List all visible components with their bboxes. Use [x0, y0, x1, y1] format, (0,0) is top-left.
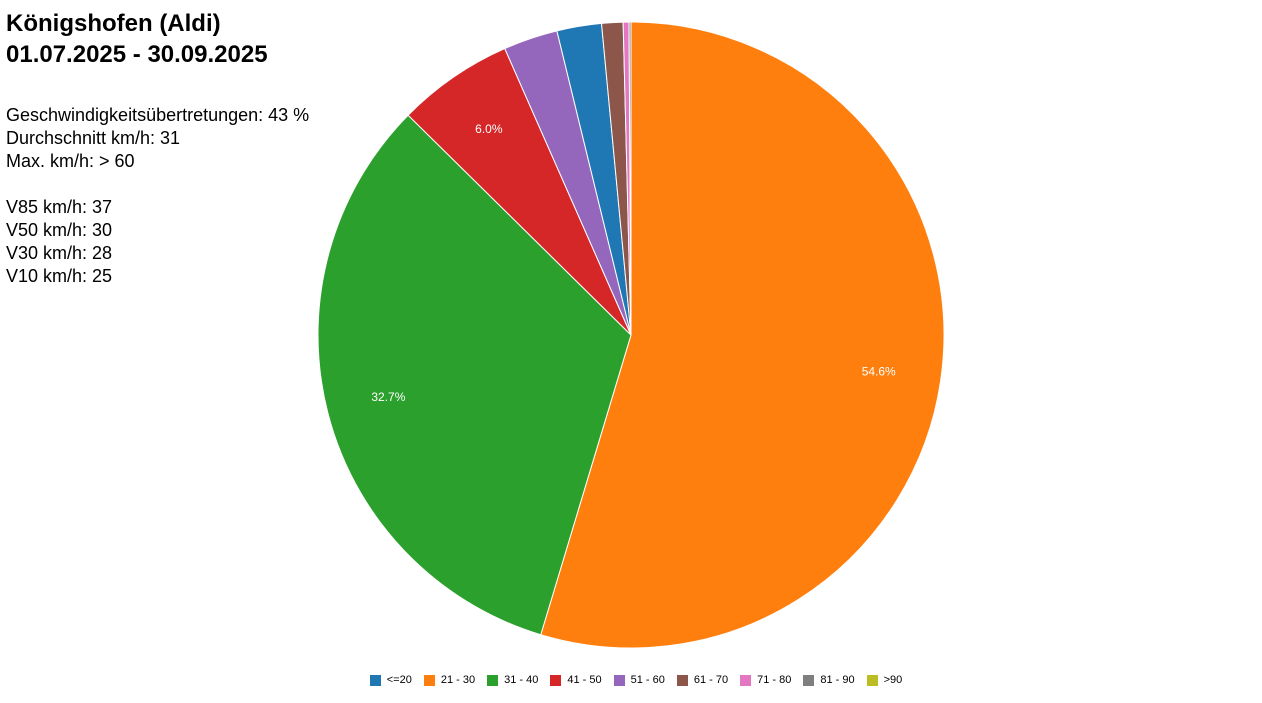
- legend-item-gt90: >90: [866, 674, 903, 687]
- pie-slice-31-40: [317, 114, 632, 636]
- legend-label: 21 - 30: [440, 674, 476, 686]
- title-block: Königshofen (Aldi) 01.07.2025 - 30.09.20…: [6, 8, 268, 70]
- legend-label: >90: [883, 674, 903, 686]
- legend-item-21-30: 21 - 30: [423, 674, 476, 687]
- pie-slice-label-31-40: 32.7%: [371, 390, 405, 404]
- legend-item-71-80: 71 - 80: [740, 674, 791, 687]
- legend-item-51-60: 51 - 60: [613, 674, 665, 687]
- legend-swatch: [676, 675, 688, 686]
- legend-swatch: [613, 675, 625, 686]
- legend-label: 41 - 50: [567, 674, 602, 686]
- legend-label: 71 - 80: [757, 674, 792, 686]
- legend-label: 31 - 40: [504, 674, 539, 686]
- pie-slices: [317, 21, 945, 649]
- legend-swatch: [369, 675, 381, 686]
- legend-swatch: [740, 675, 752, 686]
- legend-label: <=20: [386, 674, 412, 686]
- legend-item-le20: <=20: [369, 674, 412, 687]
- legend-swatch: [866, 675, 878, 686]
- legend-item-31-40: 31 - 40: [487, 674, 538, 687]
- pie-slice-41-50: [407, 47, 632, 336]
- chart-legend: <=20 21 - 30 31 - 40 41 - 50 51 - 60 61 - 70 7…: [0, 674, 1262, 687]
- legend-swatch: [550, 675, 562, 686]
- legend-item-81-90: 81 - 90: [803, 674, 855, 687]
- legend-swatch: [487, 675, 499, 686]
- stats-block: Geschwindigkeitsübertretungen: 43 % Durc…: [6, 104, 309, 288]
- stat-v85: V85 km/h: 37: [6, 197, 113, 217]
- legend-swatch: [803, 675, 815, 686]
- stat-v30: V30 km/h: 28: [6, 243, 113, 263]
- legend-label: 81 - 90: [820, 674, 855, 686]
- pie-slice-label-41-50: 6.0%: [475, 122, 503, 136]
- legend-item-61-70: 61 - 70: [676, 674, 729, 687]
- stat-max: Max. km/h: > 60: [6, 151, 135, 171]
- legend-label: 61 - 70: [693, 674, 729, 686]
- stat-average: Durchschnitt km/h: 31: [6, 128, 181, 148]
- pie-slice-label-21-30: 54.6%: [862, 364, 896, 378]
- pie-slice-81-90: [628, 21, 632, 336]
- pie-slice-labels: 54.6% 32.7% 6.0%: [371, 122, 896, 404]
- stat-v50: V50 km/h: 30: [6, 220, 113, 240]
- stat-speeding: Geschwindigkeitsübertretungen: 43 %: [6, 105, 310, 125]
- legend-swatch: [423, 675, 435, 686]
- legend-item-41-50: 41 - 50: [550, 674, 602, 687]
- pie-slice-21-30: [540, 21, 945, 649]
- chart-subtitle: 01.07.2025 - 30.09.2025: [6, 41, 268, 68]
- legend-label: 51 - 60: [630, 674, 665, 686]
- stat-v10: V10 km/h: 25: [6, 266, 113, 286]
- chart-title: Königshofen (Aldi): [6, 10, 221, 37]
